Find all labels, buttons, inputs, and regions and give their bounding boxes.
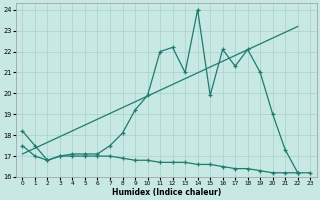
X-axis label: Humidex (Indice chaleur): Humidex (Indice chaleur) xyxy=(112,188,221,197)
